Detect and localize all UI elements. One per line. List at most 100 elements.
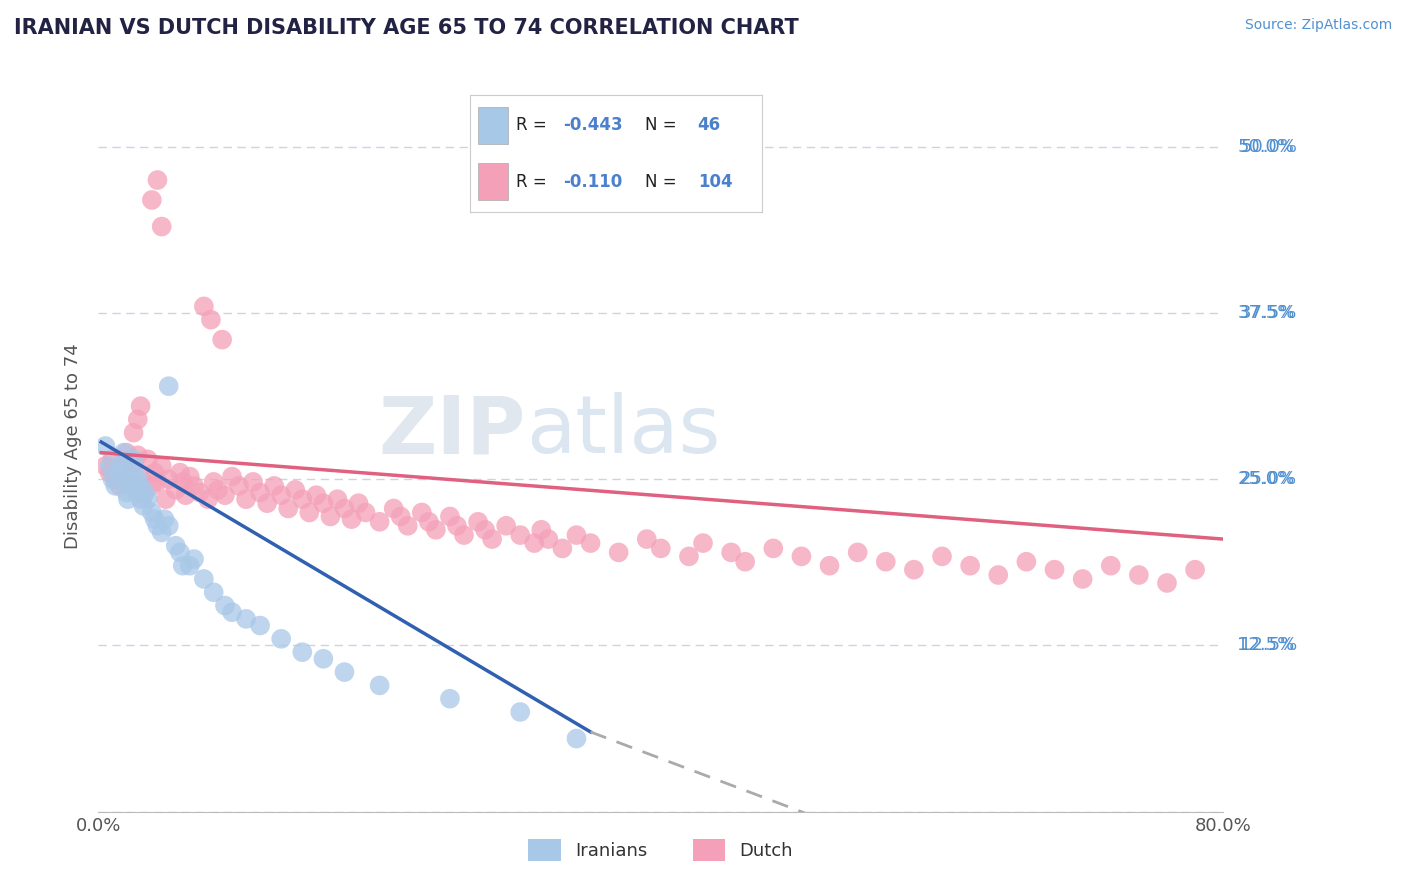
Point: [565, 528, 588, 542]
Point: [179, 558, 201, 573]
Point: [193, 299, 215, 313]
Text: 37.5%: 37.5%: [1240, 304, 1298, 322]
Point: [188, 485, 211, 500]
Point: [333, 665, 356, 679]
Point: [157, 518, 180, 533]
Y-axis label: Disability Age 65 to 74: Disability Age 65 to 74: [63, 343, 82, 549]
Point: [127, 412, 149, 426]
Point: [132, 488, 155, 502]
Point: [98, 458, 121, 473]
Point: [129, 399, 152, 413]
Point: [136, 452, 159, 467]
Point: [146, 518, 169, 533]
Point: [1128, 568, 1150, 582]
Point: [270, 632, 292, 646]
Point: [117, 492, 139, 507]
Point: [122, 456, 145, 470]
Point: [228, 479, 250, 493]
Point: [200, 312, 222, 326]
Point: [565, 731, 588, 746]
Point: [495, 518, 517, 533]
Point: [132, 499, 155, 513]
Text: 25.0%: 25.0%: [1240, 470, 1298, 488]
Point: [125, 485, 148, 500]
Point: [537, 532, 560, 546]
Point: [118, 472, 141, 486]
Point: [319, 509, 342, 524]
Point: [118, 475, 141, 489]
Point: [636, 532, 658, 546]
Point: [650, 541, 672, 556]
Point: [903, 563, 925, 577]
Point: [263, 479, 285, 493]
Point: [183, 552, 205, 566]
Point: [214, 599, 236, 613]
Point: [157, 379, 180, 393]
Point: [104, 472, 127, 486]
Point: [183, 479, 205, 493]
Point: [94, 458, 117, 473]
Point: [150, 525, 173, 540]
Point: [875, 555, 897, 569]
Point: [354, 506, 377, 520]
Point: [790, 549, 813, 564]
Point: [165, 539, 187, 553]
Point: [284, 483, 307, 497]
Point: [202, 475, 225, 489]
Point: [305, 488, 328, 502]
Point: [122, 466, 145, 480]
Point: [959, 558, 981, 573]
Point: [153, 512, 176, 526]
Point: [368, 678, 391, 692]
Point: [242, 475, 264, 489]
Point: [174, 488, 197, 502]
Point: [396, 518, 419, 533]
Text: ZIP: ZIP: [378, 392, 526, 470]
Point: [312, 652, 335, 666]
Point: [1184, 563, 1206, 577]
Point: [193, 572, 215, 586]
Point: [211, 333, 233, 347]
Point: [169, 466, 191, 480]
Point: [467, 515, 489, 529]
Point: [692, 536, 714, 550]
Text: 37.5%: 37.5%: [1237, 304, 1295, 322]
Point: [129, 492, 152, 507]
Point: [115, 445, 138, 459]
Point: [439, 691, 461, 706]
Point: [143, 512, 166, 526]
Point: [121, 479, 143, 493]
Point: [141, 193, 163, 207]
Point: [165, 483, 187, 497]
Point: [1156, 576, 1178, 591]
Point: [169, 545, 191, 559]
Text: Source: ZipAtlas.com: Source: ZipAtlas.com: [1244, 18, 1392, 32]
Point: [277, 501, 299, 516]
Point: [155, 492, 177, 507]
Point: [734, 555, 756, 569]
Point: [235, 492, 257, 507]
Point: [368, 515, 391, 529]
Point: [411, 506, 433, 520]
Point: [108, 479, 131, 493]
Point: [172, 475, 194, 489]
Point: [115, 485, 138, 500]
Point: [134, 485, 156, 500]
Point: [312, 496, 335, 510]
Point: [474, 523, 496, 537]
Point: [207, 483, 229, 497]
Point: [202, 585, 225, 599]
Point: [389, 509, 412, 524]
Point: [298, 506, 321, 520]
Point: [129, 479, 152, 493]
Point: [509, 528, 531, 542]
Point: [291, 645, 314, 659]
Text: 12.5%: 12.5%: [1237, 637, 1295, 655]
Point: [235, 612, 257, 626]
Point: [762, 541, 785, 556]
Point: [221, 469, 243, 483]
Text: 50.0%: 50.0%: [1240, 137, 1296, 156]
Point: [146, 475, 169, 489]
Point: [104, 479, 127, 493]
Point: [172, 558, 194, 573]
